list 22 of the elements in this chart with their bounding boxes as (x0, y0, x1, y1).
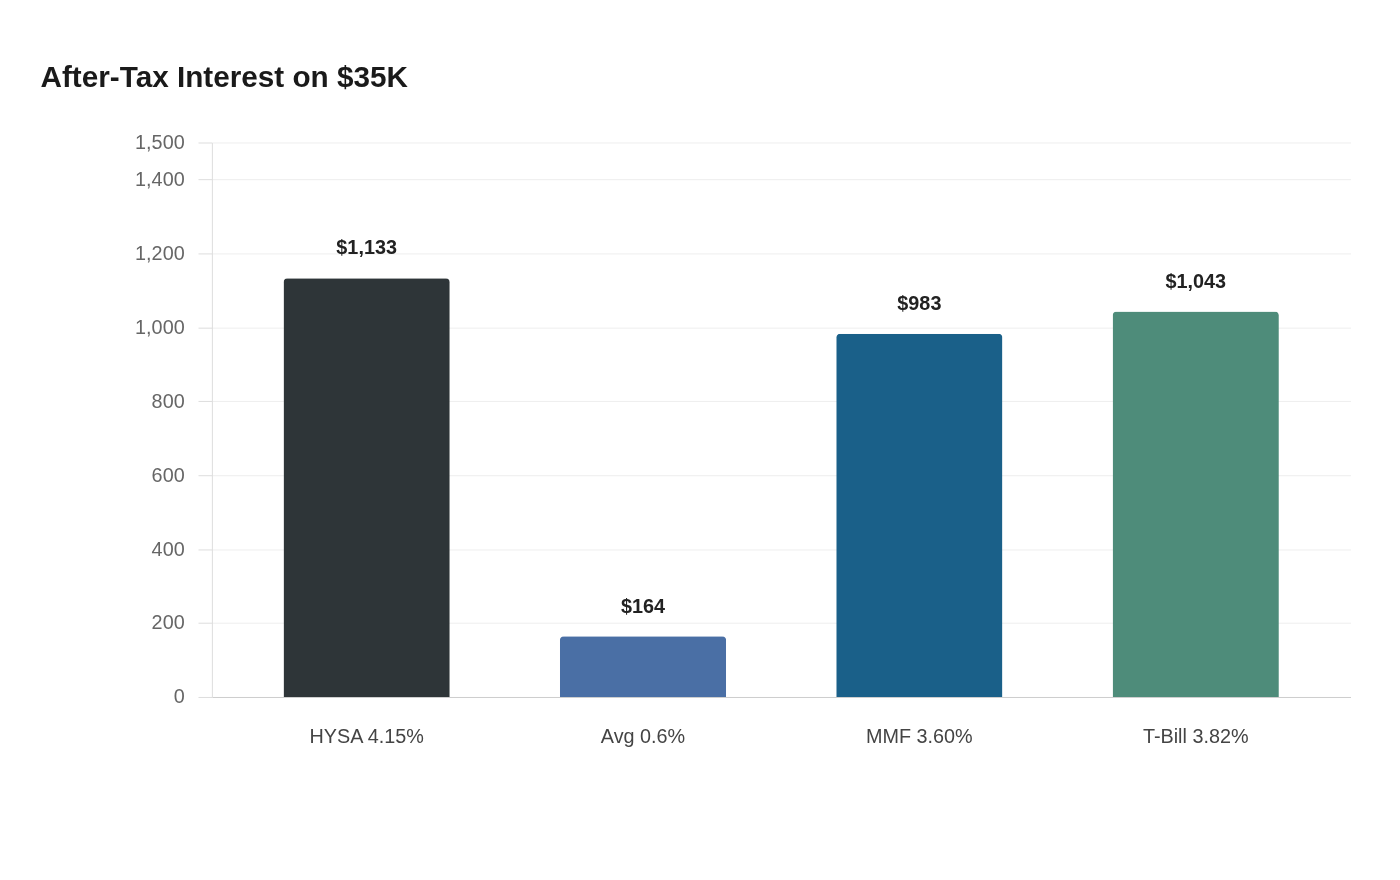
x-tick-label: T-Bill 3.82% (1142, 725, 1249, 748)
bar (283, 278, 450, 697)
y-tick-label: 400 (151, 537, 185, 560)
data-label: $1,133 (336, 236, 397, 259)
y-tick-label: 600 (151, 463, 185, 486)
y-tick-label: 800 (151, 389, 185, 412)
x-tick-label: Avg 0.6% (600, 725, 686, 748)
x-tick-label: MMF 3.60% (866, 725, 973, 748)
bar (1112, 311, 1279, 697)
bar (836, 333, 1003, 697)
data-label: $1,043 (1165, 269, 1227, 292)
y-tick-label: 1,200 (135, 241, 185, 264)
y-tick-label: 1,500 (135, 130, 185, 153)
x-tick-label: HYSA 4.15% (309, 725, 424, 748)
y-tick-label: 0 (173, 685, 185, 708)
y-tick-label: 200 (151, 611, 185, 634)
y-tick-label: 1,400 (135, 167, 185, 190)
data-label: $983 (897, 291, 942, 314)
bar (559, 636, 727, 697)
data-label: $164 (620, 594, 666, 617)
y-tick-label: 1,000 (135, 315, 185, 338)
chart-title: After-Tax Interest on $35K (40, 60, 409, 94)
